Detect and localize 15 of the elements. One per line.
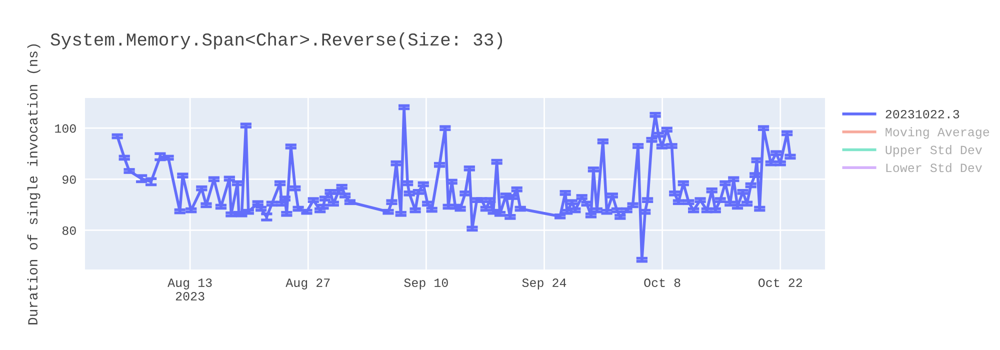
x-tick-label: Aug 13 2023	[168, 278, 212, 300]
x-tick-label: Sep 24	[522, 278, 566, 290]
y-tick-label: 100	[55, 124, 76, 133]
y-tick-label: 90	[62, 175, 76, 184]
legend-label: Upper Std Dev	[886, 145, 982, 157]
legend-label: Lower Std Dev	[886, 162, 982, 172]
x-tick-label: Oct 22	[758, 278, 802, 288]
y-axis-title: Duration of single invocation (ns)	[27, 44, 40, 324]
legend-label: 20231022.3	[886, 110, 960, 118]
x-tick-label: Aug 27	[286, 278, 330, 290]
legend-label: Moving Average	[886, 127, 990, 139]
chart-title: System.Memory.Span<Char>.Reverse(Size: 33)	[50, 32, 502, 50]
x-tick-label: Oct 8	[644, 278, 680, 288]
x-tick-label: Sep 10	[404, 278, 448, 290]
y-tick-label: 80	[62, 226, 76, 235]
